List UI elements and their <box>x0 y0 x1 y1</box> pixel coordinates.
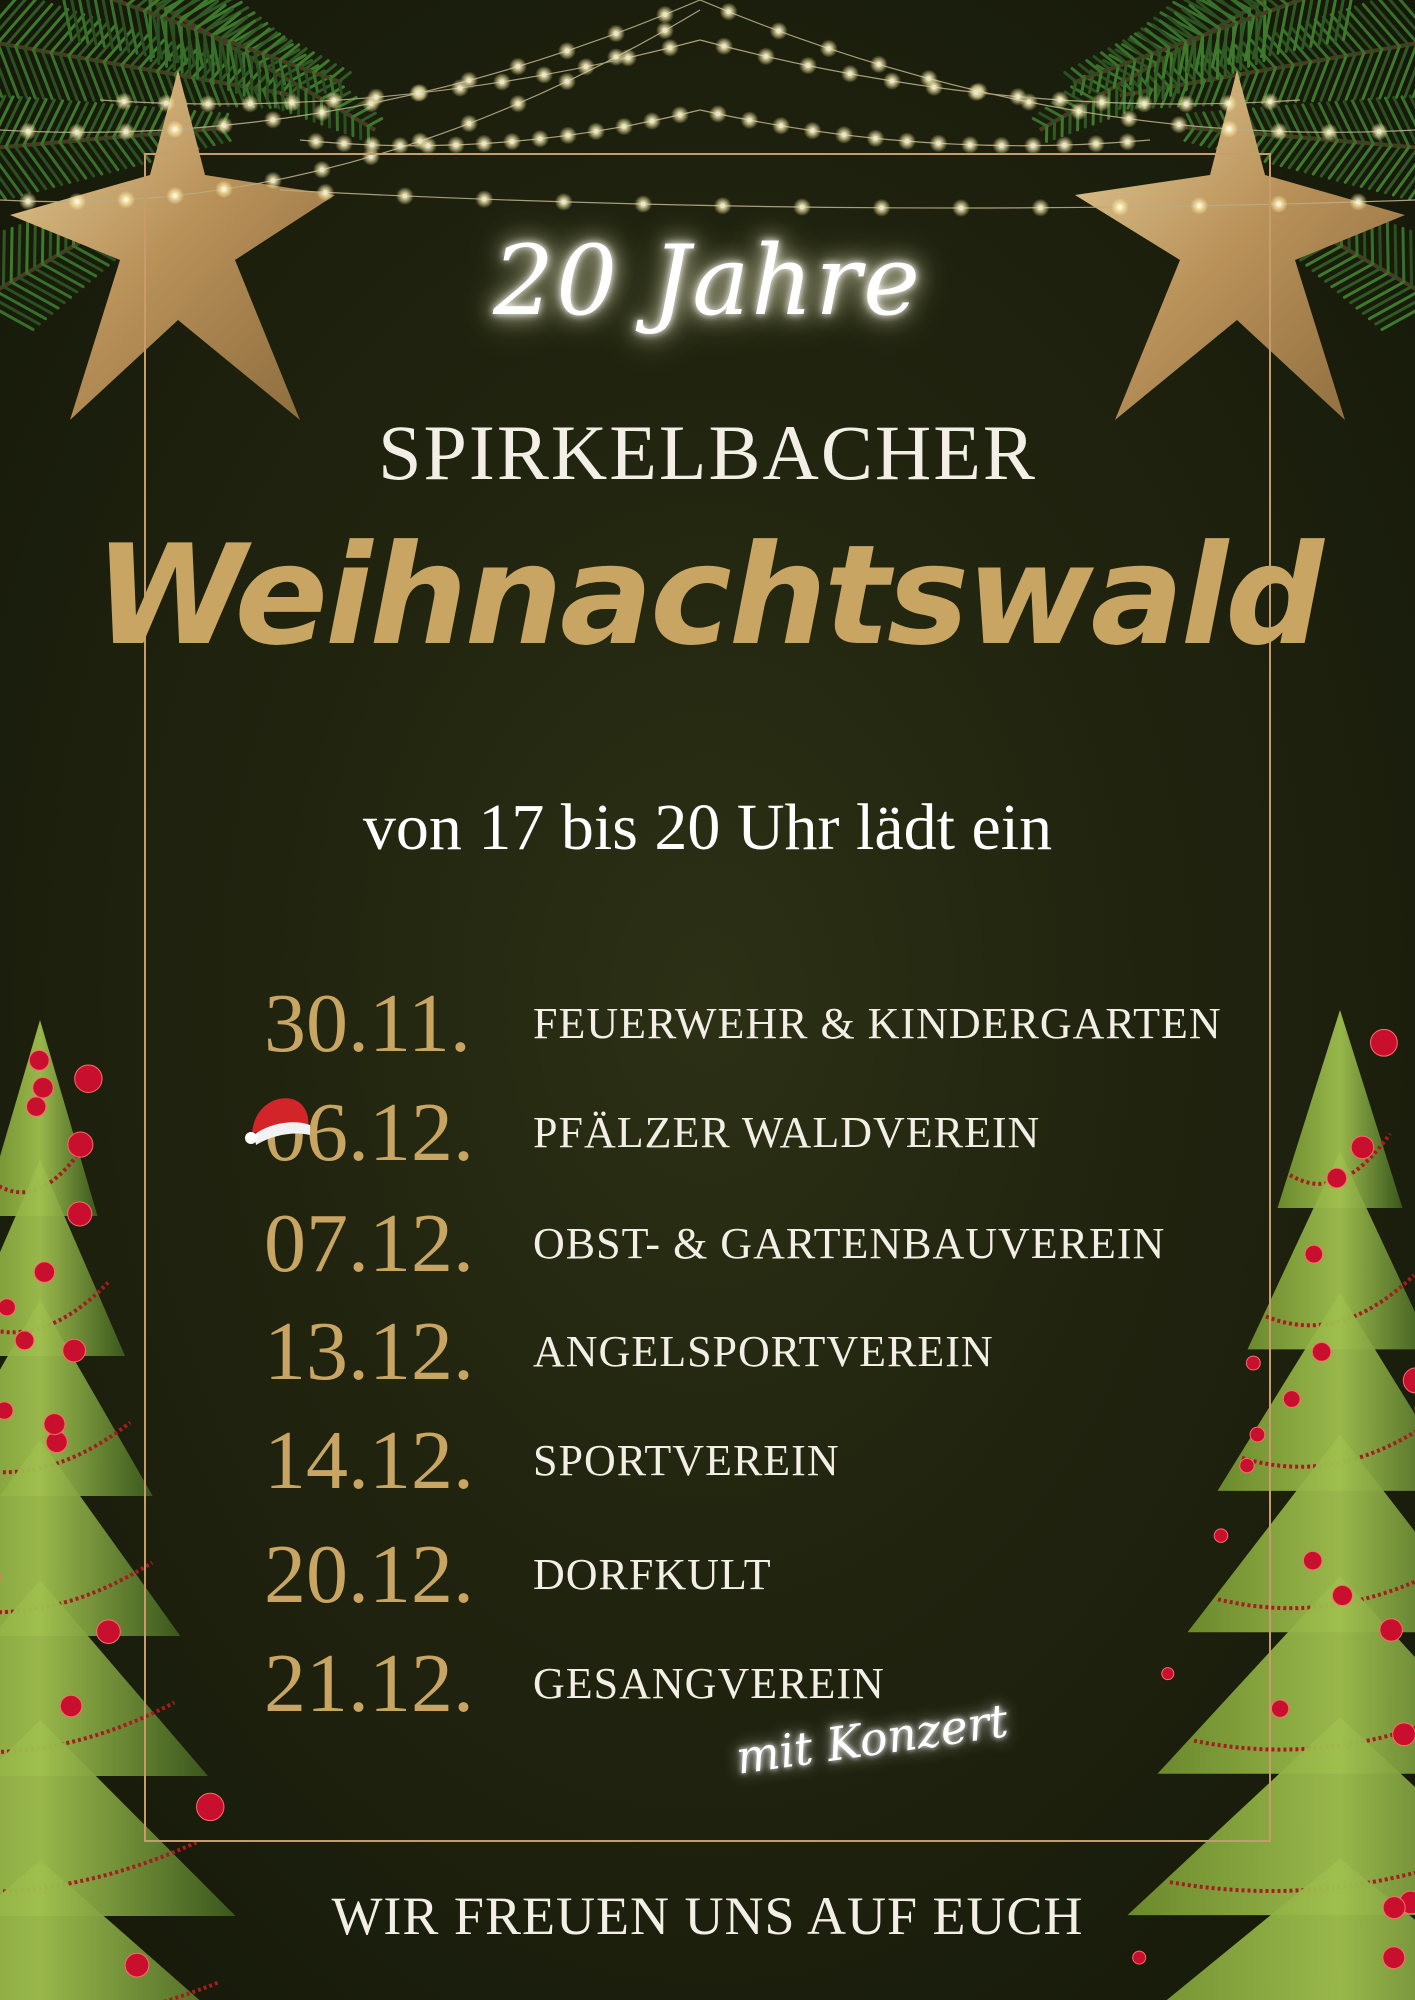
schedule-host: GESANGVEREIN <box>533 1659 885 1708</box>
poster-title: Weihnachtswald <box>94 515 1324 676</box>
christmas-tree-icon <box>0 1020 236 2000</box>
schedule-host: ANGELSPORTVEREIN <box>533 1327 994 1376</box>
schedule-date: 20.12. <box>264 1528 474 1621</box>
christmas-tree-icon <box>1127 1010 1415 2000</box>
anniversary-neon-text: 20 Jahre <box>493 225 922 337</box>
santa-hat-icon <box>245 1098 310 1145</box>
schedule-date: 13.12. <box>264 1305 474 1398</box>
schedule-row: 07.12. OBST- & GARTENBAUVEREIN <box>0 1194 1415 1294</box>
schedule-date: 14.12. <box>264 1414 474 1507</box>
schedule-row: 06.12. PFÄLZER WALDVEREIN <box>0 1083 1415 1183</box>
schedule-host: FEUERWEHR & KINDERGARTEN <box>533 999 1222 1048</box>
schedule-row: 20.12. DORFKULT <box>0 1525 1415 1625</box>
subtitle: SPIRKELBACHER <box>378 409 1037 496</box>
footer-text: WIR FREUEN UNS AUF EUCH <box>331 1886 1084 1946</box>
schedule-host: PFÄLZER WALDVEREIN <box>533 1108 1041 1157</box>
gold-frame <box>144 153 1271 1842</box>
schedule-date: 21.12. <box>264 1637 474 1730</box>
schedule-date: 07.12. <box>264 1197 474 1290</box>
schedule-row: 21.12. GESANGVEREIN <box>0 1634 1415 1734</box>
schedule-row: 30.11. FEUERWEHR & KINDERGARTEN <box>0 974 1415 1074</box>
string-lights-icon <box>0 0 1415 217</box>
gold-star-icon <box>1075 70 1405 420</box>
time-line: von 17 bis 20 Uhr lädt ein <box>362 791 1053 864</box>
schedule-host: OBST- & GARTENBAUVEREIN <box>533 1219 1166 1268</box>
schedule-row: 13.12. ANGELSPORTVEREIN <box>0 1302 1415 1402</box>
schedule-host: SPORTVEREIN <box>533 1436 840 1485</box>
schedule-row: 14.12. SPORTVEREIN <box>0 1411 1415 1511</box>
gold-star-icon <box>10 70 335 420</box>
schedule-date: 30.11. <box>264 977 471 1070</box>
schedule-host: DORFKULT <box>533 1550 772 1599</box>
